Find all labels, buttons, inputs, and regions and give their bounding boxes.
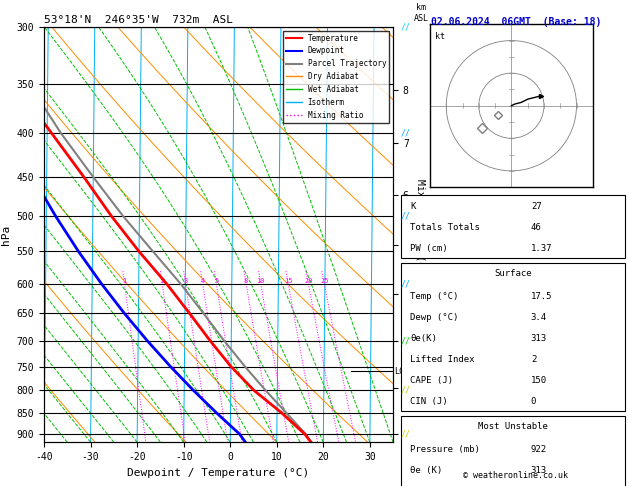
Text: //: // (401, 430, 411, 438)
Text: LCL: LCL (394, 367, 409, 376)
Text: //: // (401, 336, 411, 346)
Text: //: // (401, 211, 411, 221)
Text: Dewp (°C): Dewp (°C) (410, 312, 459, 322)
Text: Lifted Index: Lifted Index (410, 355, 475, 364)
Y-axis label: Mixing Ratio (g/kg): Mixing Ratio (g/kg) (415, 179, 425, 290)
Text: 8: 8 (244, 278, 248, 284)
Text: 46: 46 (531, 223, 542, 232)
Text: 5: 5 (214, 278, 218, 284)
Text: 150: 150 (531, 376, 547, 385)
Text: PW (cm): PW (cm) (410, 244, 448, 253)
Text: θe (K): θe (K) (410, 466, 442, 475)
Bar (401, 195, 625, 258)
Text: 20: 20 (304, 278, 313, 284)
Text: 3.4: 3.4 (531, 312, 547, 322)
Text: 1: 1 (123, 278, 126, 284)
Text: 0: 0 (531, 397, 536, 406)
Text: //: // (401, 279, 411, 288)
Text: Temp (°C): Temp (°C) (410, 292, 459, 301)
Text: kt: kt (435, 33, 445, 41)
Text: 10: 10 (257, 278, 265, 284)
Text: Surface: Surface (494, 269, 532, 278)
Text: //: // (401, 129, 411, 138)
Text: 922: 922 (531, 445, 547, 453)
Text: 2: 2 (531, 355, 536, 364)
Text: CIN (J): CIN (J) (410, 397, 448, 406)
Text: 313: 313 (531, 466, 547, 475)
Text: 313: 313 (531, 334, 547, 343)
Text: Most Unstable: Most Unstable (478, 422, 548, 432)
Text: 02.06.2024  06GMT  (Base: 18): 02.06.2024 06GMT (Base: 18) (431, 17, 601, 27)
Text: 3: 3 (184, 278, 187, 284)
X-axis label: Dewpoint / Temperature (°C): Dewpoint / Temperature (°C) (128, 468, 309, 478)
Text: © weatheronline.co.uk: © weatheronline.co.uk (464, 471, 568, 480)
Bar (401, 263, 625, 411)
Text: //: // (401, 22, 411, 31)
Text: km
ASL: km ASL (413, 3, 428, 22)
Text: 25: 25 (320, 278, 328, 284)
Text: 15: 15 (284, 278, 292, 284)
Text: K: K (410, 202, 416, 211)
Text: 53°18'N  246°35'W  732m  ASL: 53°18'N 246°35'W 732m ASL (44, 15, 233, 25)
Text: 17.5: 17.5 (531, 292, 552, 301)
Text: 4: 4 (201, 278, 205, 284)
Legend: Temperature, Dewpoint, Parcel Trajectory, Dry Adiabat, Wet Adiabat, Isotherm, Mi: Temperature, Dewpoint, Parcel Trajectory… (283, 31, 389, 122)
Text: Pressure (mb): Pressure (mb) (410, 445, 480, 453)
Y-axis label: hPa: hPa (1, 225, 11, 244)
Text: //: // (401, 386, 411, 395)
Text: 1.37: 1.37 (531, 244, 552, 253)
Text: 27: 27 (531, 202, 542, 211)
Text: CAPE (J): CAPE (J) (410, 376, 454, 385)
Text: 2: 2 (160, 278, 164, 284)
Bar (401, 417, 625, 486)
Text: θe(K): θe(K) (410, 334, 437, 343)
Text: Totals Totals: Totals Totals (410, 223, 480, 232)
